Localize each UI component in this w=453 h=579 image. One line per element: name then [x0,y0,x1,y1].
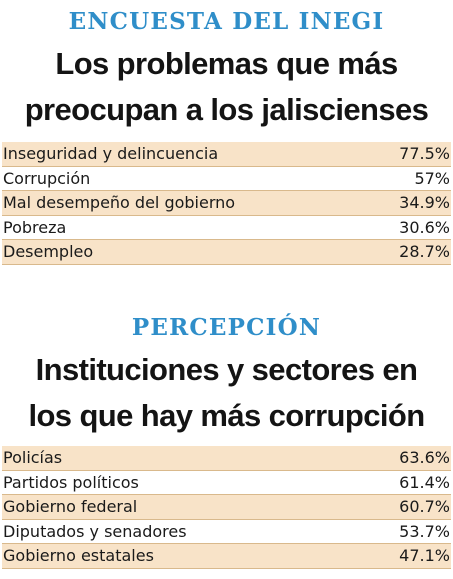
row-value: 34.9% [399,193,450,213]
row-label: Inseguridad y delincuencia [3,144,219,164]
row-label: Desempleo [3,242,94,262]
row-value: 61.4% [399,472,450,492]
row-label: Gobierno federal [3,497,138,517]
row-value: 77.5% [399,144,450,164]
problemas-table: Inseguridad y delincuencia 77.5% Corrupció… [2,142,451,265]
row-label: Partidos políticos [3,472,139,492]
table-row: Mal desempeño del gobierno 34.9% [2,191,451,216]
row-label: Policías [3,448,63,468]
table-row: Policías 63.6% [2,446,451,471]
table-row: Partidos políticos 61.4% [2,471,451,495]
row-label: Corrupción [3,168,91,188]
row-value: 30.6% [399,217,450,237]
section-title-line-1: Instituciones y sectores en [35,352,418,387]
row-label: Pobreza [3,217,67,237]
table-row: Gobierno estatales 47.1% [2,544,451,569]
table-row: Pobreza 30.6% [2,216,451,240]
section-title-line-2: preocupan a los jaliscienses [24,92,429,127]
row-value: 60.7% [399,497,450,517]
section-kicker: PERCEPCIÓN [131,314,322,341]
table-row: Diputados y senadores 53.7% [2,520,451,544]
table-row: Inseguridad y delincuencia 77.5% [2,142,451,167]
row-value: 57% [414,168,450,188]
table-row: Corrupción 57% [2,167,451,191]
table-row: Desempleo 28.7% [2,240,451,265]
section-title-line-2: los que hay más corrupción [28,398,425,433]
row-label: Mal desempeño del gobierno [3,193,236,213]
section-kicker: ENCUESTA DEL INEGI [68,8,385,35]
percepcion-table: Policías 63.6% Partidos políticos 61.4% Gobi… [2,446,451,569]
row-label: Diputados y senadores [3,521,187,541]
row-value: 63.6% [399,448,450,468]
section-title-line-1: Los problemas que más [55,46,398,81]
row-value: 47.1% [399,546,450,566]
table-row: Gobierno federal 60.7% [2,495,451,520]
row-value: 28.7% [399,242,450,262]
row-label: Gobierno estatales [3,546,154,566]
row-value: 53.7% [399,521,450,541]
